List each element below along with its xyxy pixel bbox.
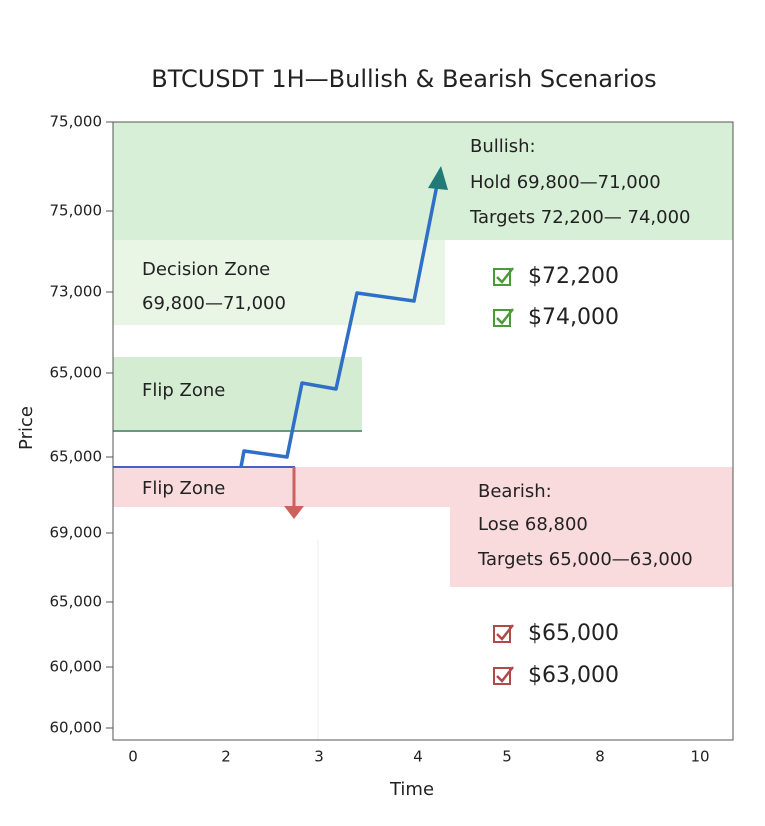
y-tick-label: 73,000: [50, 283, 103, 301]
bearish-targets: Targets 65,000—63,000: [477, 549, 693, 570]
target-label: $63,000: [528, 663, 619, 688]
flip-zone-upper: [113, 357, 362, 432]
decision-title: Decision Zone: [142, 259, 270, 280]
x-tick-label: 10: [690, 748, 709, 766]
y-axis-label: Price: [16, 406, 37, 450]
checkbox: [493, 625, 511, 643]
checkbox: [493, 268, 511, 286]
y-tick-label: 65,000: [50, 593, 103, 611]
target-label: $65,000: [528, 621, 619, 646]
flip-zone-label: Flip Zone: [142, 380, 225, 401]
bearish-heading: Bearish:: [478, 481, 552, 502]
x-tick-label: 2: [221, 748, 231, 766]
target-label: $72,200: [528, 264, 619, 289]
y-tick-label: 60,000: [50, 719, 103, 737]
bearish-box: [450, 467, 733, 587]
chart-title: BTCUSDT 1H—Bullish & Bearish Scenarios: [151, 65, 656, 93]
y-tick-label: 69,000: [50, 524, 103, 542]
bullish-targets: Targets 72,200— 74,000: [469, 207, 690, 228]
bullish-zone: [113, 122, 733, 240]
y-tick-label: 75,000: [50, 113, 103, 131]
x-axis-label: Time: [389, 779, 434, 800]
checkmark: [496, 624, 514, 641]
plot-frame: [112, 121, 734, 741]
checkmark: [496, 666, 514, 683]
bullish-condition: Hold 69,800—71,000: [470, 172, 661, 193]
x-tick-label: 5: [502, 748, 512, 766]
checkbox: [493, 667, 511, 685]
bearish-condition: Lose 68,800: [478, 514, 588, 535]
bear-arrowhead: [284, 506, 304, 519]
x-tick-label: 8: [595, 748, 605, 766]
checkmark: [496, 267, 514, 284]
flip-zone-label: Flip Zone: [142, 478, 225, 499]
y-tick-label: 75,000: [50, 202, 103, 220]
price-path: [239, 184, 439, 468]
x-tick-label: 3: [314, 748, 324, 766]
target-label: $74,000: [528, 305, 619, 330]
decision-zone: [113, 240, 445, 325]
checkmark: [496, 308, 514, 325]
checkbox: [493, 309, 511, 327]
x-tick-label: 0: [128, 748, 138, 766]
y-tick-label: 65,000: [50, 448, 103, 466]
y-tick-label: 60,000: [50, 658, 103, 676]
x-tick-label: 4: [413, 748, 423, 766]
decision-range: 69,800—71,000: [142, 293, 286, 314]
bull-arrowhead: [428, 166, 448, 190]
bullish-heading: Bullish:: [470, 136, 536, 157]
y-tick-label: 65,000: [50, 364, 103, 382]
